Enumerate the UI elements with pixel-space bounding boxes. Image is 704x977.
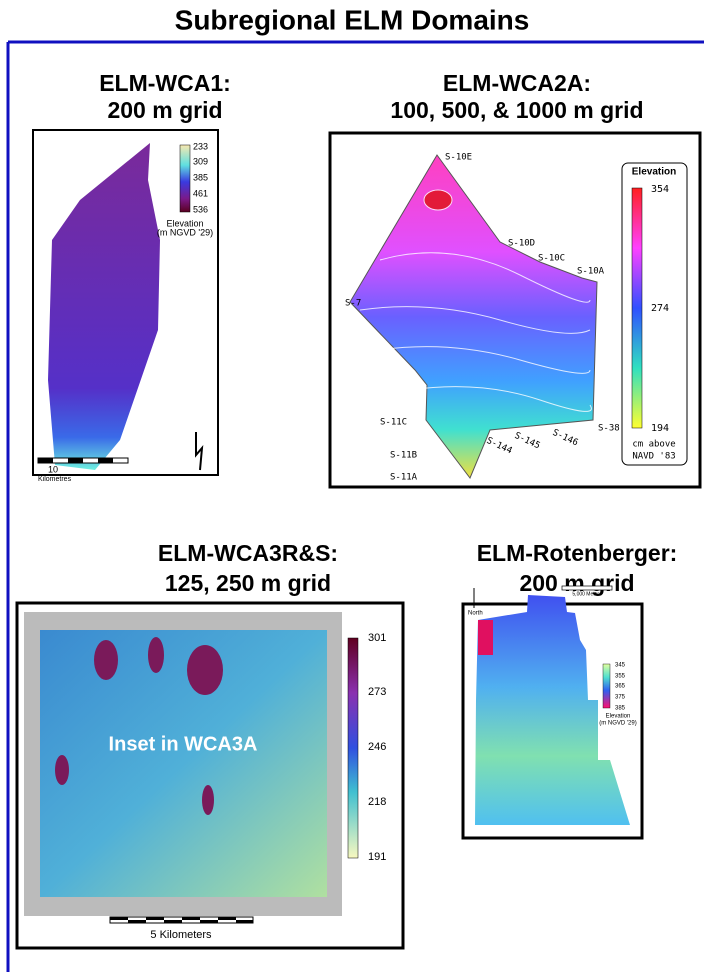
legend-tick: 274 — [651, 303, 669, 314]
slide-title: Subregional ELM Domains — [175, 4, 530, 35]
legend-tick: 385 — [193, 172, 208, 182]
legend-tick: 375 — [615, 695, 626, 701]
legend-tick: 233 — [193, 141, 208, 151]
legend-tick: 536 — [193, 204, 208, 214]
panel-title: ELM-WCA1: — [99, 70, 231, 96]
station-label: S-7 — [345, 299, 361, 309]
color-bar — [347, 637, 359, 859]
wca3-map — [40, 630, 327, 897]
station-label: S-38 — [598, 424, 620, 434]
depressions — [55, 637, 223, 815]
panel-title: ELM-WCA2A: — [443, 70, 591, 96]
legend-title: Elevation — [632, 167, 676, 178]
legend-tick: 345 — [615, 663, 626, 669]
scale-bar — [37, 457, 129, 464]
station-label: S-11A — [390, 473, 418, 483]
legend-caption: (m NGVD '29) — [599, 721, 636, 727]
legend-tick: 301 — [368, 632, 386, 644]
scale-unit: Kilometres — [38, 476, 72, 483]
color-bar — [602, 663, 611, 709]
station-label: S-11C — [380, 418, 407, 428]
legend-tick: 194 — [651, 423, 669, 434]
legend-tick: 218 — [368, 796, 386, 808]
station-label: S-10E — [445, 153, 472, 163]
legend-tick: 273 — [368, 686, 386, 698]
inset-label: Inset in WCA3A — [109, 733, 258, 755]
legend-caption: Elevation — [606, 714, 631, 720]
legend-tick: 191 — [368, 851, 386, 863]
scale-bar — [561, 585, 613, 591]
legend-tick: 365 — [615, 684, 626, 690]
station-label: S-11B — [390, 451, 417, 461]
wca1-map — [48, 143, 160, 470]
scale-label: 10 — [48, 464, 58, 474]
station-label: S-10D — [508, 239, 535, 249]
legend-caption: NAVD '83 — [632, 452, 675, 462]
station-label: S-10A — [577, 267, 605, 277]
legend-tick: 355 — [615, 674, 626, 680]
legend-tick: 309 — [193, 156, 208, 166]
wca2a-map — [349, 154, 598, 479]
legend-caption: (m NGVD '29) — [157, 227, 213, 237]
north-label: North — [468, 611, 483, 617]
legend-caption: Elevation — [166, 218, 203, 228]
legend-tick: 246 — [368, 741, 386, 753]
panel-subtitle: 125, 250 m grid — [165, 570, 331, 596]
panel-subtitle: 200 m grid — [519, 570, 634, 596]
panel-subtitle: 100, 500, & 1000 m grid — [390, 97, 643, 123]
scale-label: 5,000 Meters — [572, 591, 602, 597]
panel-title: ELM-Rotenberger: — [477, 540, 678, 566]
color-bar — [631, 187, 643, 429]
contours — [359, 189, 592, 412]
station-label: S-10C — [538, 254, 565, 264]
panel-title: ELM-WCA3R&S: — [158, 540, 338, 566]
legend-tick: 461 — [193, 188, 208, 198]
color-bar — [179, 144, 191, 213]
legend-tick: 354 — [651, 184, 669, 195]
scale-label: 5 Kilometers — [150, 929, 212, 941]
scale-bar — [109, 916, 254, 924]
legend-caption: cm above — [632, 440, 675, 450]
panel-subtitle: 200 m grid — [107, 97, 222, 123]
map-patch — [478, 620, 493, 655]
north-arrow — [195, 432, 204, 471]
rotenberger-map — [475, 595, 630, 825]
legend-tick: 385 — [615, 706, 626, 712]
